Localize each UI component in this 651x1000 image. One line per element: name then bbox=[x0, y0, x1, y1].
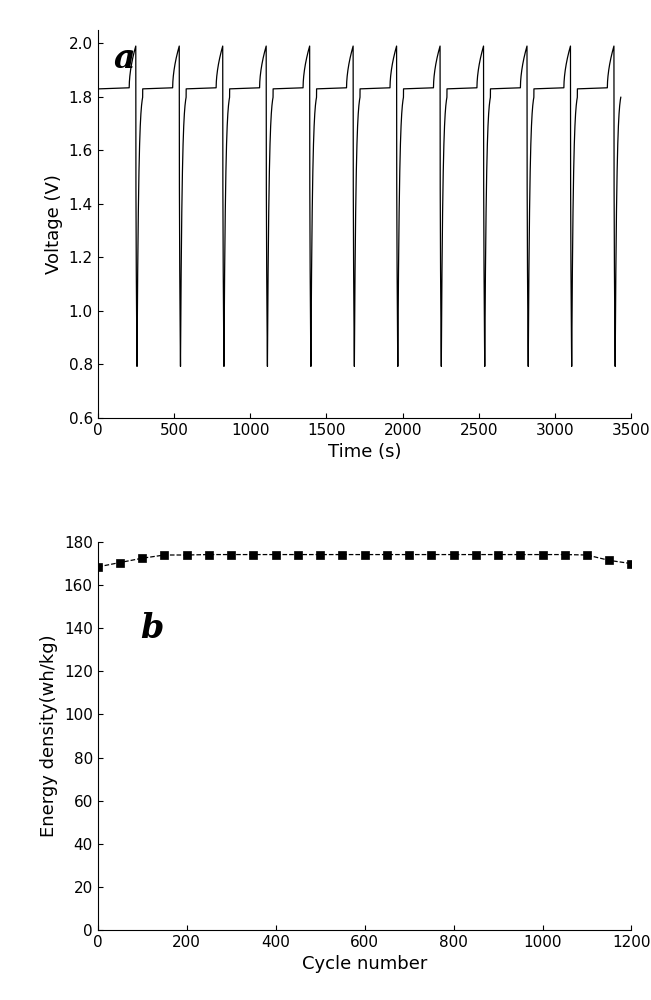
Y-axis label: Energy density(wh/kg): Energy density(wh/kg) bbox=[40, 635, 58, 837]
X-axis label: Time (s): Time (s) bbox=[328, 443, 401, 461]
Y-axis label: Voltage (V): Voltage (V) bbox=[45, 174, 63, 274]
Text: a: a bbox=[114, 42, 135, 75]
X-axis label: Cycle number: Cycle number bbox=[302, 955, 427, 973]
Text: b: b bbox=[141, 612, 164, 645]
